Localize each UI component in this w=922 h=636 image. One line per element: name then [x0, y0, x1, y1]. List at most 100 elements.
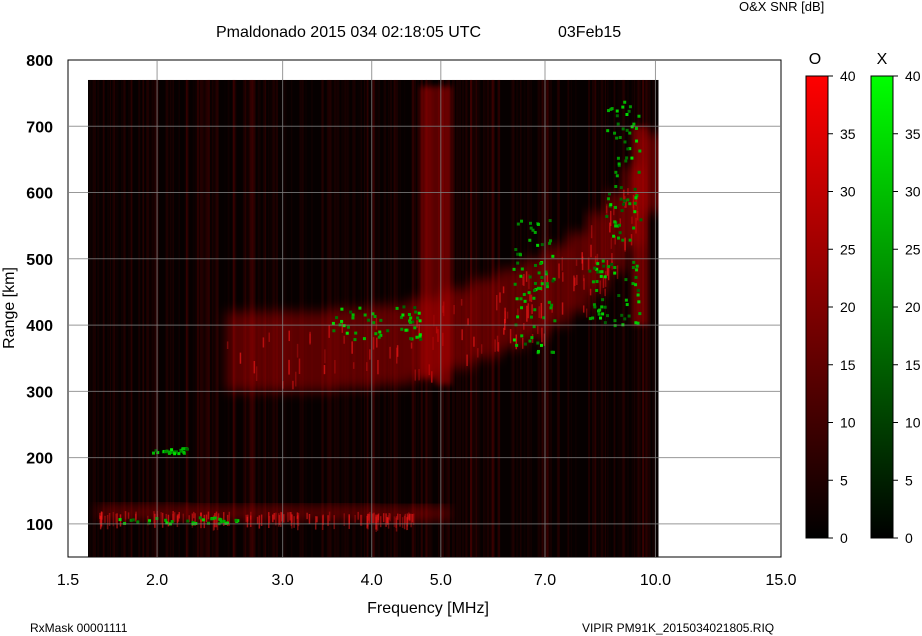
x-echo-pixel [591, 316, 595, 320]
x-echo-pixel [516, 222, 520, 226]
colorbar-o-ticks: 40 35 30 25 20 15 10 5 0 [828, 68, 856, 546]
o-trace [631, 126, 648, 326]
o-echo-pixel [214, 513, 216, 528]
x-echo-pixel [632, 260, 636, 264]
noise-streak [185, 79, 189, 557]
o-echo-pixel [188, 515, 190, 523]
o-echo-pixel [167, 514, 170, 527]
o-echo-pixel [627, 188, 629, 195]
o-echo-pixel [574, 277, 576, 286]
colorbar-tick-label: 0 [840, 530, 848, 546]
x-echo-pixel [596, 262, 600, 266]
o-echo-pixel [538, 306, 540, 318]
o-echo-pixel [100, 512, 103, 528]
colorbar-tick-label: 15 [840, 357, 856, 373]
noise-streak [198, 79, 202, 557]
x-echo-pixel [345, 331, 349, 335]
o-echo-pixel [589, 288, 592, 296]
noise-streak [607, 79, 609, 557]
x-echo-pixel [627, 314, 631, 318]
noise-streak [186, 79, 188, 557]
o-echo-pixel [460, 298, 463, 306]
x-echo-pixel [550, 350, 554, 354]
x-echo-pixel [613, 266, 617, 270]
o-echo-pixel [496, 335, 499, 352]
o-echo-pixel [377, 513, 380, 521]
o-echo-pixel [386, 516, 388, 524]
noise-streak [224, 79, 226, 557]
x-echo-pixel [527, 291, 531, 295]
x-echo-pixel [623, 317, 627, 321]
colorbar-tick-label: 20 [905, 299, 921, 315]
noise-streak [102, 79, 105, 557]
o-echo-pixel [216, 516, 219, 531]
x-echo-pixel [595, 280, 599, 284]
o-echo-segment [282, 311, 335, 392]
x-echo-pixel [395, 306, 399, 310]
x-echo-pixel [632, 122, 636, 126]
x-echo-pixel [528, 339, 532, 343]
x-echo-pixel [519, 297, 523, 301]
x-echo-pixel [635, 264, 639, 268]
noise-streak [648, 79, 652, 557]
o-echo-pixel [272, 514, 274, 523]
x-echo-pixel [419, 337, 423, 341]
o-echo-pixel [403, 515, 406, 530]
colorbar-tick-label: 25 [840, 241, 856, 257]
x-echo-pixel [605, 214, 609, 218]
x-echo-pixel [184, 447, 188, 451]
x-echo-pixel [621, 105, 625, 109]
o-echo-pixel [453, 304, 455, 315]
noise-streak [172, 79, 174, 557]
x-echo-pixel [606, 314, 610, 318]
x-echo-pixel [593, 266, 597, 270]
o-echo-pixel [212, 515, 215, 531]
x-echo-pixel [635, 194, 639, 198]
o-echo-pixel [537, 325, 539, 334]
x-echo-pixel [544, 272, 548, 276]
x-echo-pixel [612, 234, 616, 238]
o-echo-pixel [178, 512, 180, 519]
x-echo-pixel [518, 253, 522, 257]
o-echo-pixel [416, 320, 418, 328]
x-echo-pixel [609, 203, 613, 207]
x-echo-pixel [607, 192, 611, 196]
o-echo-pixel [147, 515, 149, 526]
x-echo-pixel [163, 450, 167, 454]
colorbar-tick-label: 35 [840, 126, 856, 142]
noise-streak [570, 79, 573, 557]
o-echo-pixel [596, 253, 599, 266]
o-echo-pixel [401, 517, 404, 528]
noise-streak [613, 79, 616, 557]
x-echo-pixel [409, 337, 413, 341]
x-echo-pixel [613, 220, 617, 224]
rx-mask-label: RxMask 00001111 [30, 621, 128, 635]
o-echo-pixel [127, 512, 130, 519]
file-name-label: VIPIR PM91K_2015034021805.RIQ [582, 621, 774, 635]
y-tick-label: 800 [26, 53, 53, 70]
noise-streak [165, 79, 169, 557]
x-echo-cluster [512, 219, 557, 355]
o-echo-pixel [614, 236, 616, 245]
y-tick-label: 100 [26, 517, 53, 534]
o-echo-pixel [256, 516, 259, 525]
o-echo-pixel [373, 512, 375, 524]
o-trace [435, 86, 452, 385]
noise-streak [647, 79, 650, 557]
date-label: 03Feb15 [558, 24, 621, 41]
o-echo-pixel [372, 337, 375, 350]
noise-streak [192, 79, 195, 557]
o-echo-pixel [605, 205, 608, 213]
x-echo-pixel [591, 280, 595, 284]
o-echo-pixel [182, 513, 185, 524]
o-echo-pixel [604, 288, 606, 297]
o-echo-pixel [561, 256, 564, 271]
x-echo-pixel [331, 321, 335, 325]
o-echo-pixel [106, 514, 109, 530]
colorbar-tick-label: 5 [840, 472, 848, 488]
x-axis: 1.5 2.0 3.0 4.0 5.0 7.0 10.0 15.0 [57, 572, 797, 589]
o-echo-pixel [108, 512, 111, 526]
o-echo-pixel [575, 259, 578, 266]
o-echo-pixel [526, 305, 528, 322]
